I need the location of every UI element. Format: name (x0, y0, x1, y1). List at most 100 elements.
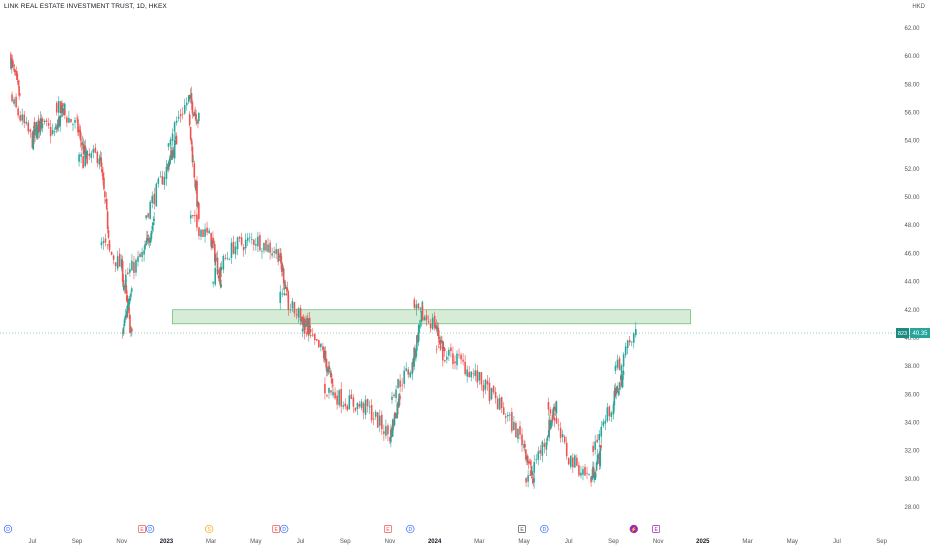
candle-body (448, 349, 450, 356)
event-marker-dividend[interactable]: D (540, 524, 549, 534)
candle-body (198, 113, 200, 122)
candle-body (435, 325, 438, 329)
candle-body (21, 114, 23, 121)
candle-body (612, 404, 615, 415)
candle-body (413, 299, 416, 308)
candle-body (300, 317, 303, 322)
candle-body (600, 426, 603, 437)
candle-body (622, 354, 625, 367)
candle-body (555, 401, 558, 414)
candle-body (352, 397, 355, 407)
candle-body (151, 195, 154, 204)
candle-body (120, 259, 123, 269)
candle-body (393, 394, 395, 397)
symbol-text: 823 (898, 331, 907, 337)
candle-body (194, 180, 197, 188)
candle-body (598, 433, 601, 441)
candle-body (393, 413, 396, 425)
candle-body (348, 395, 351, 410)
candle-body (454, 361, 456, 364)
event-marker-earnings[interactable]: E (272, 525, 281, 534)
candle-body (101, 169, 103, 173)
candle-body (576, 457, 578, 466)
candle-body (153, 218, 155, 221)
candle-body (149, 238, 152, 243)
candle-body (395, 389, 397, 398)
candle-body (157, 178, 160, 184)
candle-body (309, 335, 312, 336)
candle-body (35, 122, 38, 132)
candle-body (511, 412, 513, 432)
candle-body (322, 346, 324, 350)
event-marker-label: D (408, 527, 412, 533)
candle-body (417, 325, 420, 342)
candle-body (125, 285, 128, 295)
candle-body (79, 132, 82, 141)
candle-body (480, 372, 483, 385)
candle-body (193, 112, 196, 117)
candle-body (196, 180, 198, 207)
candle-body (419, 323, 422, 325)
candle-body (472, 373, 475, 375)
candle-body (125, 314, 128, 316)
event-marker-earnings[interactable]: E (518, 525, 526, 534)
candle-body (470, 371, 473, 378)
candle-body (572, 457, 574, 468)
y-tick-label: 58.00 (904, 82, 920, 88)
candle-body (626, 340, 629, 349)
candle-body (530, 466, 533, 476)
x-tick-label: 2025 (696, 539, 710, 545)
event-marker-earnings[interactable]: E (138, 525, 146, 534)
x-tick-label: Jul (565, 539, 573, 545)
event-marker-dividend[interactable]: D (280, 524, 289, 534)
candle-body (304, 319, 306, 325)
candle-body (39, 118, 42, 128)
candle-body (112, 255, 115, 260)
candle-body (106, 244, 109, 246)
candle-body (593, 476, 596, 481)
event-marker-dividend[interactable]: D (406, 524, 415, 534)
candle-body (88, 153, 91, 156)
candle-body (267, 244, 269, 252)
candle-body (394, 412, 397, 418)
candle-body (82, 156, 84, 169)
candle-body (171, 133, 174, 141)
candle-body (195, 113, 197, 122)
candle-body (439, 346, 442, 349)
event-marker-label: D (6, 527, 10, 533)
candle-body (360, 401, 363, 408)
candle-body (177, 116, 180, 119)
event-marker-earnings[interactable]: E (384, 525, 392, 534)
candle-body (412, 364, 415, 366)
candle-body (434, 325, 437, 329)
candle-body (309, 329, 312, 333)
event-marker-earnings[interactable]: E (652, 525, 661, 534)
candle-body (61, 105, 63, 113)
candle-body (188, 114, 191, 126)
candle-body (397, 402, 399, 408)
candle-body (220, 284, 223, 288)
event-marker-dividend[interactable]: D (3, 524, 13, 534)
candle-body (10, 53, 12, 69)
candle-body (43, 120, 46, 123)
event-marker-split[interactable]: S (204, 524, 214, 534)
candle-body (431, 317, 434, 330)
candle-body (435, 348, 438, 350)
event-marker-news[interactable]: ⚡ (629, 524, 638, 534)
candle-body (307, 318, 309, 334)
candle-body (145, 215, 147, 219)
y-tick-label: 28.00 (904, 505, 920, 511)
event-marker-dividend[interactable]: D (145, 524, 155, 534)
candle-body (370, 405, 373, 421)
candle-body (385, 426, 387, 436)
candle-body (541, 441, 544, 456)
candle-body (15, 96, 17, 108)
candle-body (149, 201, 151, 219)
candle-body (58, 117, 61, 126)
candle-body (580, 472, 582, 476)
candle-body (212, 281, 214, 284)
candle-body (596, 439, 598, 443)
candle-body (614, 388, 617, 397)
candle-body (62, 103, 64, 107)
